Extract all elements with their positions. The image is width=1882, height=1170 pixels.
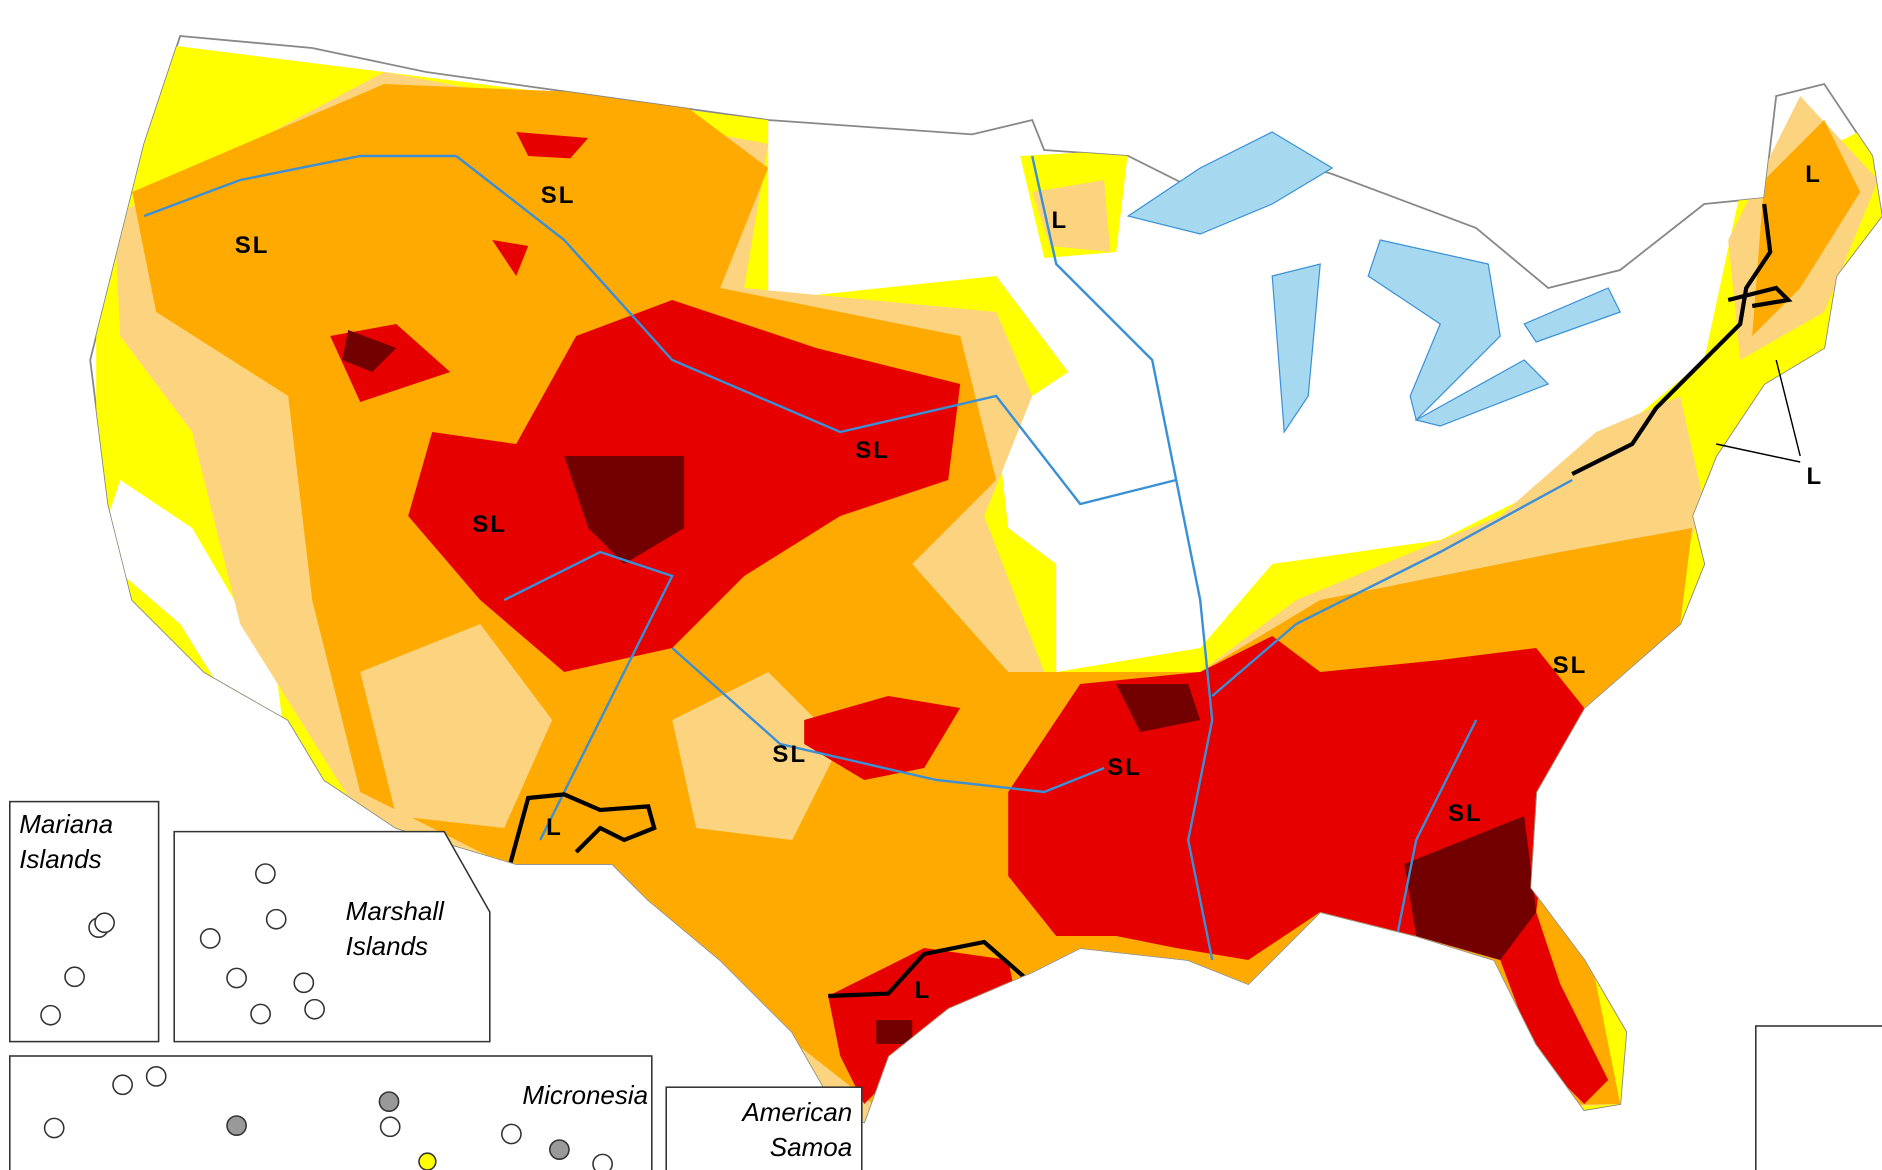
island: [255, 863, 276, 884]
d2-area: [1752, 120, 1861, 336]
inset-box: [9, 1055, 653, 1170]
island: [418, 1152, 437, 1170]
inset-title: American Samoa: [742, 1096, 853, 1162]
impact-label: SL: [540, 181, 576, 209]
island: [226, 967, 247, 989]
impact-label: SL: [234, 232, 270, 260]
d4-area: [342, 330, 1537, 1044]
river: [671, 647, 1105, 794]
d1-area: [360, 624, 841, 840]
drought-areas: [96, 36, 1882, 1122]
inset-box: [9, 800, 160, 1043]
island: [501, 1123, 522, 1145]
insets: [9, 800, 1882, 1170]
lake: [1367, 239, 1501, 422]
impact-boundary: [1727, 285, 1793, 309]
impact-boundary: [828, 939, 1034, 999]
impact-label: SL: [1448, 799, 1483, 827]
inset-title: Marshall Islands: [345, 896, 444, 962]
impact-label: SL: [772, 740, 808, 768]
inset-box: [665, 1086, 863, 1170]
d3-area: [330, 132, 589, 402]
inset-title: Micronesia: [522, 1079, 649, 1110]
rivers: [143, 154, 1573, 961]
river: [1391, 719, 1478, 961]
lake: [1414, 359, 1550, 427]
lake: [1271, 263, 1321, 434]
inset-title: Mariana Islands: [19, 808, 114, 874]
river: [455, 155, 1177, 506]
impact-label: L: [546, 814, 563, 842]
impact-label: SL: [472, 510, 508, 538]
inset-box: [173, 830, 491, 1043]
d3-area: [1008, 636, 1609, 1104]
impact-boundary: [508, 792, 657, 865]
island: [112, 1074, 133, 1096]
island: [379, 1116, 401, 1138]
lake: [1523, 287, 1622, 343]
river: [503, 550, 674, 841]
island: [43, 1117, 65, 1139]
island: [40, 1004, 61, 1026]
leader-line: [1716, 359, 1801, 463]
island: [293, 972, 315, 994]
impact-label: L: [914, 977, 932, 1005]
island: [265, 908, 287, 930]
lake: [1126, 131, 1334, 235]
island: [199, 928, 221, 949]
impact-label: L: [1805, 161, 1822, 189]
island: [64, 966, 85, 988]
impact-lines: [508, 203, 1793, 999]
island: [549, 1139, 570, 1160]
impact-label: SL: [855, 437, 890, 465]
river: [1031, 155, 1214, 961]
impact-label: L: [1051, 206, 1069, 234]
impact-label: SL: [1552, 652, 1588, 680]
great-lakes: [1126, 131, 1622, 434]
inset-box: [1755, 1025, 1882, 1170]
island: [378, 1091, 400, 1112]
island: [592, 1153, 613, 1170]
island: [94, 912, 115, 934]
island: [304, 998, 325, 1020]
d1-area: [1032, 96, 1879, 360]
island: [145, 1066, 167, 1087]
impact-label: SL: [1107, 754, 1142, 782]
impact-boundary: [1571, 203, 1773, 476]
river: [143, 154, 457, 218]
island: [250, 1003, 271, 1025]
river: [1211, 478, 1573, 697]
impact-label: L: [1806, 462, 1824, 490]
island: [226, 1115, 247, 1136]
